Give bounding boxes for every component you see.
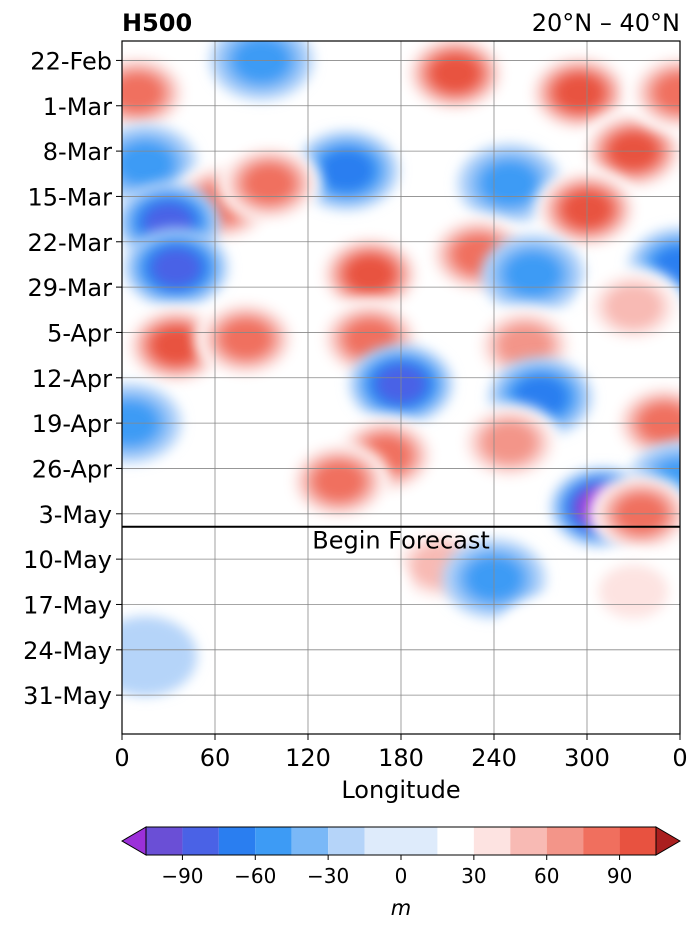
y-tick-label: 5-Apr (47, 319, 112, 347)
anomaly-contour (244, 164, 295, 203)
grid-lines (122, 41, 680, 734)
x-axis-ticks: 0 60 120 180 240 300 0 (114, 734, 688, 772)
anomaly-cell-7 (294, 130, 399, 211)
anomaly-cell-19 (194, 298, 298, 379)
colorbar-segment (583, 827, 620, 855)
anomaly-cell-10 (217, 143, 322, 224)
colorbar-extend-min (121, 826, 147, 856)
colorbar-tick-label: 90 (607, 864, 632, 888)
anomaly-contour (598, 564, 669, 619)
x-tick-label: 120 (285, 744, 331, 772)
anomaly-cell-29 (287, 441, 391, 522)
colorbar-segment (218, 827, 256, 855)
colorbar-tick-label: 60 (534, 864, 559, 888)
y-tick-label: 8-Mar (43, 138, 112, 166)
y-tick-label: 3-May (38, 501, 112, 529)
colorbar-segment (182, 827, 219, 855)
x-tick-label: 0 (672, 744, 687, 772)
y-tick-label: 31-May (23, 682, 112, 710)
colorbar-segment (437, 827, 474, 855)
anomaly-contour (320, 150, 374, 192)
y-tick-label: 17-May (23, 591, 112, 619)
colorbar-tick-label: 30 (461, 864, 486, 888)
colorbar: −90 −60 −30 0 30 60 90 (121, 826, 681, 888)
anomaly-contour (152, 327, 200, 364)
forecast-label: Begin Forecast (312, 527, 490, 555)
colorbar-segment (473, 827, 511, 855)
anomaly-contour (555, 74, 603, 112)
x-axis-label: Longitude (341, 776, 460, 804)
anomaly-cell-12 (124, 227, 229, 308)
anomaly-contour (496, 596, 601, 677)
y-tick-label: 22-Mar (28, 229, 113, 257)
anomaly-contour (122, 73, 163, 113)
y-tick-label: 10-May (23, 546, 112, 574)
x-tick-label: 0 (114, 744, 129, 772)
colorbar-segment (146, 827, 183, 855)
anomaly-cell-3 (527, 52, 632, 133)
colorbar-tick-label: −30 (307, 864, 349, 888)
anomaly-contour (221, 319, 271, 359)
heatmap-plot-area: Begin Forecast (121, 40, 681, 735)
colorbar-tick-label: −60 (234, 864, 276, 888)
anomaly-cell-36 (496, 596, 601, 677)
colorbar-tick-label: −90 (161, 864, 203, 888)
y-tick-label: 24-May (23, 637, 112, 665)
colorbar-segment (328, 827, 365, 855)
anomaly-cell-5 (628, 52, 680, 133)
y-tick-label: 19-Apr (32, 410, 112, 438)
anomaly-contour (655, 73, 680, 113)
anomaly-contour (346, 255, 394, 293)
colorbar-segment (619, 827, 656, 855)
anomaly-contour (483, 422, 536, 464)
x-tick-label: 300 (564, 744, 610, 772)
anomaly-cell-17 (480, 234, 585, 315)
y-tick-label: 22-Feb (30, 47, 112, 75)
anomaly-contour (480, 160, 539, 207)
anomaly-cell-1 (209, 41, 314, 101)
colorbar-extend-max (655, 826, 681, 856)
anomaly-contour (314, 462, 364, 501)
colorbar-segment (364, 827, 438, 855)
x-tick-label: 60 (200, 744, 231, 772)
anomaly-cell-28 (457, 402, 562, 483)
colorbar-segment (291, 827, 329, 855)
colorbar-unit-label: m (391, 896, 411, 920)
chart-subtitle: 20°N – 40°N (532, 9, 680, 37)
anomaly-contour (498, 324, 552, 366)
anomaly-contour (302, 545, 407, 626)
y-tick-label: 29-Mar (28, 274, 113, 302)
colorbar-segment (255, 827, 292, 855)
y-tick-label: 12-Apr (32, 365, 112, 393)
chart-title: H500 (122, 9, 192, 37)
x-tick-label: 240 (471, 744, 517, 772)
y-tick-label: 15-Mar (28, 183, 113, 211)
anomaly-cell-37 (302, 545, 407, 626)
y-axis-ticks: 22-Feb 1-Mar 8-Mar 15-Mar 22-Mar 29-Mar 5-Apr 1… (23, 47, 122, 710)
anomaly-cell-35 (581, 551, 680, 632)
anomaly-cell-2 (403, 41, 508, 114)
y-tick-label: 26-Apr (32, 455, 112, 483)
anomaly-contour (232, 41, 291, 84)
y-tick-label: 1-Mar (43, 93, 112, 121)
anomaly-cell-8 (457, 143, 562, 224)
anomaly-contour (604, 283, 663, 330)
anomaly-contour (151, 248, 202, 287)
anomaly-contour (122, 141, 175, 187)
anomaly-cell-0 (122, 52, 190, 133)
anomaly-cell-22 (581, 266, 680, 347)
colorbar-segment (546, 827, 584, 855)
anomaly-contour (503, 251, 563, 297)
anomaly-contour (431, 55, 479, 92)
anomaly-cell-38 (122, 616, 198, 697)
x-tick-label: 180 (378, 744, 424, 772)
anomaly-contour (122, 616, 198, 697)
anomaly-cell-15 (318, 234, 422, 315)
colorbar-segment (510, 827, 547, 855)
colorbar-tick-label: 0 (395, 864, 408, 888)
